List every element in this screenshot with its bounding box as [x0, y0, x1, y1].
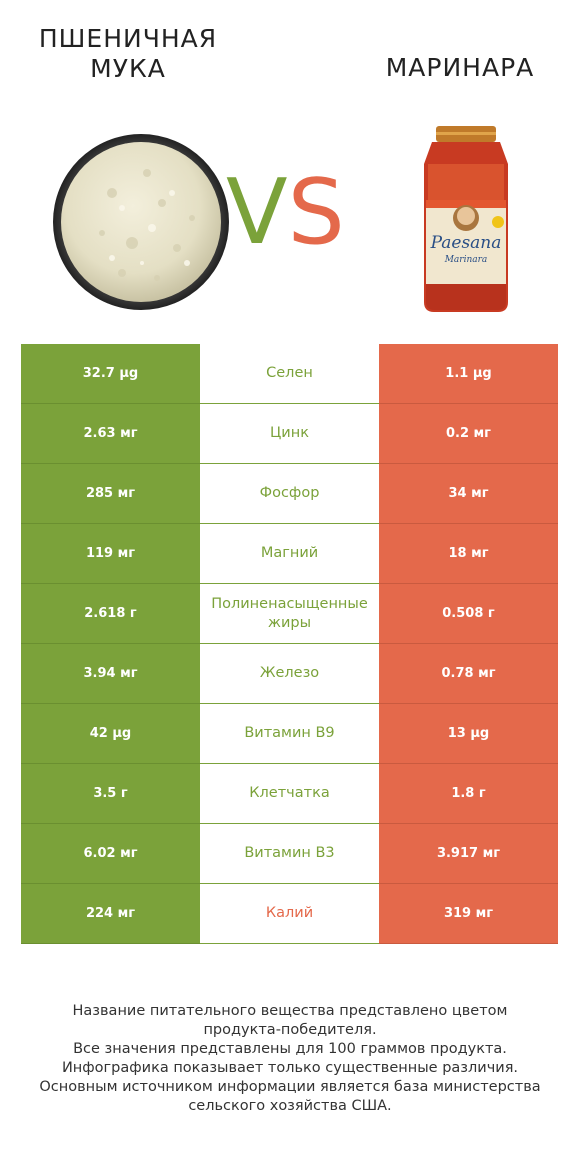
footer-line: Основным источником информации является … [39, 1079, 541, 1095]
left-value: 3.5 г [21, 764, 200, 823]
left-product-title: ПШЕНИЧНАЯ МУКА [38, 24, 218, 83]
left-value: 2.618 г [21, 584, 200, 643]
left-value: 119 мг [21, 524, 200, 583]
right-value: 319 мг [379, 884, 558, 943]
right-value: 1.1 µg [379, 344, 558, 403]
row-divider [379, 943, 558, 944]
table-row: 42 µg Витамин B9 13 µg [21, 704, 558, 764]
row-divider [21, 583, 200, 584]
row-divider [21, 643, 200, 644]
row-divider [21, 763, 200, 764]
row-divider [21, 463, 200, 464]
marinara-jar-image: Paesana Marinara [424, 126, 508, 312]
left-value: 3.94 мг [21, 644, 200, 703]
right-value: 0.78 мг [379, 644, 558, 703]
left-value: 42 µg [21, 704, 200, 763]
jar-brand-label: Paesana [430, 233, 502, 253]
row-divider [379, 523, 558, 524]
table-row: 32.7 µg Селен 1.1 µg [21, 344, 558, 404]
right-value: 13 µg [379, 704, 558, 763]
row-divider [21, 403, 200, 404]
right-value: 0.508 г [379, 584, 558, 643]
left-value: 6.02 мг [21, 824, 200, 883]
vs-label: VS [226, 160, 345, 265]
nutrient-name: Клетчатка [200, 764, 379, 824]
table-row: 285 мг Фосфор 34 мг [21, 464, 558, 524]
footer-note: Название питательного вещества представл… [20, 1002, 560, 1116]
nutrient-name: Магний [200, 524, 379, 584]
row-divider [379, 883, 558, 884]
right-value: 0.2 мг [379, 404, 558, 463]
row-divider [379, 823, 558, 824]
row-divider [21, 703, 200, 704]
row-divider [379, 643, 558, 644]
nutrient-name: Витамин B9 [200, 704, 379, 764]
nutrient-name: Селен [200, 344, 379, 404]
right-value: 3.917 мг [379, 824, 558, 883]
nutrient-name: Железо [200, 644, 379, 704]
row-divider [21, 823, 200, 824]
table-row: 2.63 мг Цинк 0.2 мг [21, 404, 558, 464]
nutrient-name: Витамин B3 [200, 824, 379, 884]
right-value: 18 мг [379, 524, 558, 583]
footer-line: продукта-победителя. [203, 1022, 377, 1038]
row-divider [21, 943, 200, 944]
row-divider [379, 463, 558, 464]
right-value: 34 мг [379, 464, 558, 523]
row-divider [379, 763, 558, 764]
table-row: 119 мг Магний 18 мг [21, 524, 558, 584]
footer-line: Название питательного вещества представл… [72, 1003, 508, 1019]
comparison-table: 32.7 µg Селен 1.1 µg 2.63 мг Цинк 0.2 мг 285 м… [21, 344, 558, 944]
left-value: 285 мг [21, 464, 200, 523]
nutrient-name: Фосфор [200, 464, 379, 524]
footer-line: сельского хозяйства США. [188, 1098, 392, 1114]
row-divider [21, 523, 200, 524]
footer-line: Все значения представлены для 100 граммо… [73, 1041, 507, 1057]
table-row: 3.94 мг Железо 0.78 мг [21, 644, 558, 704]
footer-line: Инфографика показывает только существенн… [61, 1060, 519, 1076]
table-row: 2.618 г Полиненасыщенные жиры 0.508 г [21, 584, 558, 644]
flour-bowl-image [53, 134, 229, 310]
table-row: 6.02 мг Витамин B3 3.917 мг [21, 824, 558, 884]
row-divider [21, 883, 200, 884]
jar-variety-label: Marinara [444, 255, 488, 265]
nutrient-name: Полиненасыщенные жиры [200, 584, 379, 644]
right-product-title: МАРИНАРА [385, 53, 535, 82]
row-divider [379, 583, 558, 584]
left-value: 32.7 µg [21, 344, 200, 403]
table-row: 224 мг Калий 319 мг [21, 884, 558, 944]
left-value: 2.63 мг [21, 404, 200, 463]
table-row: 3.5 г Клетчатка 1.8 г [21, 764, 558, 824]
right-value: 1.8 г [379, 764, 558, 823]
left-value: 224 мг [21, 884, 200, 943]
row-divider [379, 703, 558, 704]
row-divider [379, 403, 558, 404]
nutrient-name: Калий [200, 884, 379, 944]
nutrient-name: Цинк [200, 404, 379, 464]
